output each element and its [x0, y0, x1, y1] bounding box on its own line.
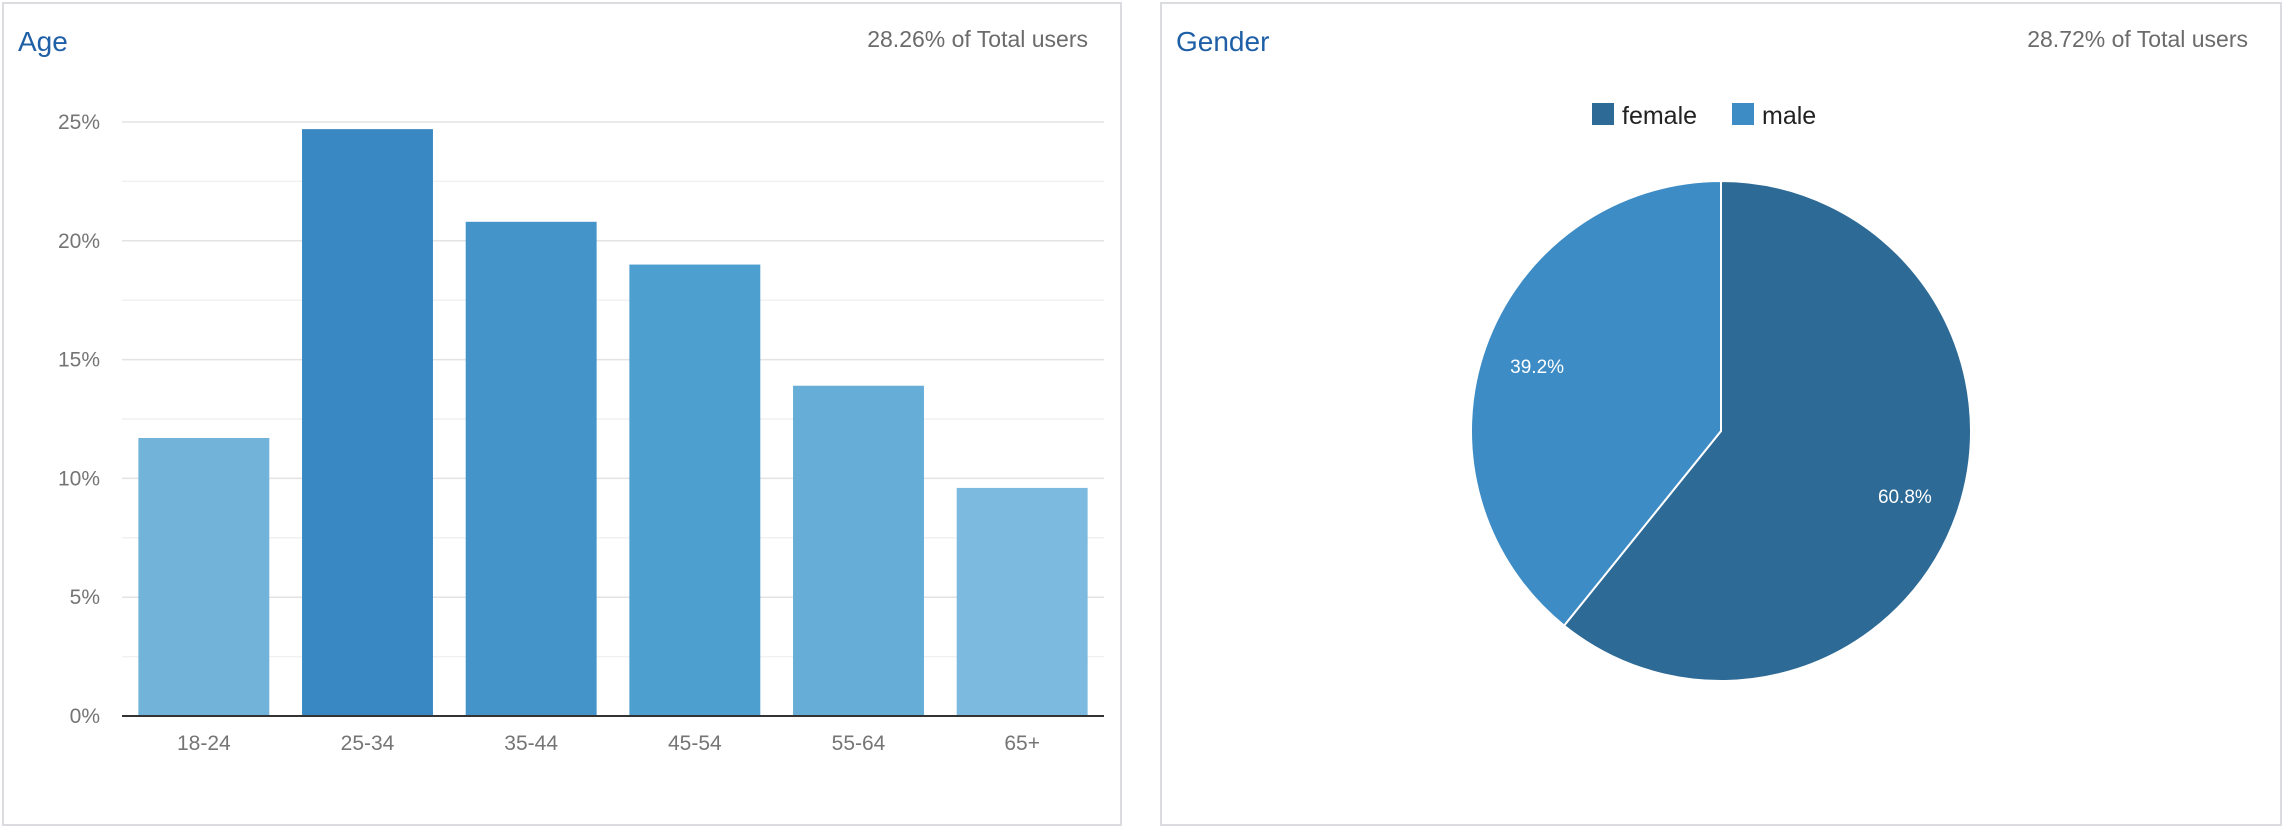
x-tick-label: 65+ [1004, 732, 1040, 755]
y-tick-label: 20% [58, 230, 100, 253]
bar-65+[interactable] [956, 487, 1088, 716]
legend-label-female[interactable]: female [1622, 102, 1697, 130]
gender-pie-chart: female male 60.8% 39.2% [1469, 102, 1972, 682]
pie-slice-female[interactable] [1562, 179, 1972, 682]
bar-25-34[interactable] [302, 129, 433, 716]
gender-chart-subtitle: 28.72% of Total users [2027, 26, 2248, 52]
age-chart-title: Age [18, 26, 68, 57]
pie-slice-label: 39.2% [1510, 357, 1564, 378]
legend-swatch-female [1592, 103, 1614, 125]
legend-label-male[interactable]: male [1762, 102, 1816, 130]
y-tick-label: 0% [70, 705, 100, 728]
y-tick-label: 25% [58, 111, 100, 134]
age-bar-chart: 0% 5% 10% 15% 20% 25% 18-24 25-34 35-44 45-54 55-6… [58, 111, 1104, 755]
x-tick-label: 45-54 [668, 732, 722, 755]
x-tick-label: 35-44 [504, 732, 558, 755]
x-tick-label: 25-34 [341, 732, 395, 755]
y-tick-label: 10% [58, 467, 100, 490]
age-chart-card: Age 28.26% of Total users 0% 5% 10% 15% 20% 2… [2, 2, 1122, 826]
legend-swatch-male [1732, 103, 1754, 125]
gender-chart-title: Gender [1176, 26, 1270, 57]
x-tick-label: 18-24 [177, 732, 231, 755]
pie-slice-male[interactable] [1469, 179, 1722, 628]
y-tick-label: 15% [58, 349, 100, 372]
bar-18-24[interactable] [138, 438, 270, 716]
x-tick-label: 55-64 [832, 732, 886, 755]
pie-slice-label: 60.8% [1878, 487, 1932, 508]
y-tick-label: 5% [70, 586, 100, 609]
bar-55-64[interactable] [793, 385, 924, 716]
gender-chart-card: Gender 28.72% of Total users female male 6… [1160, 2, 2282, 826]
bar-35-44[interactable] [465, 221, 597, 717]
age-chart-subtitle: 28.26% of Total users [867, 26, 1088, 52]
bar-45-54[interactable] [629, 264, 761, 716]
